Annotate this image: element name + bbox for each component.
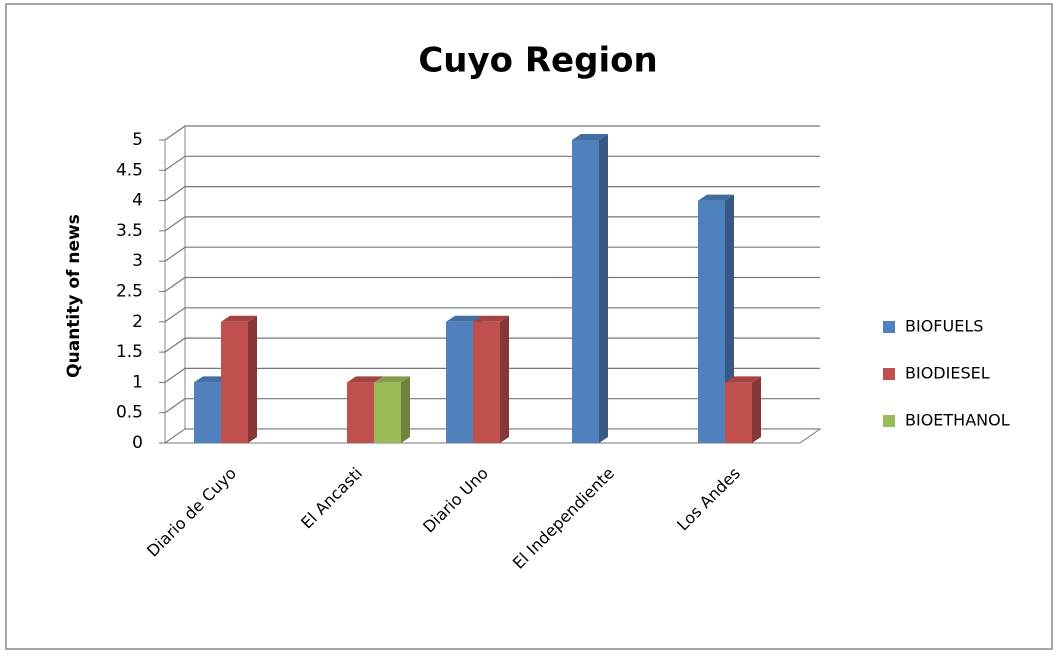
bar-top — [473, 315, 509, 322]
y-tick-label: 5 — [132, 130, 143, 150]
bar-top — [374, 376, 410, 383]
bar-front — [347, 382, 374, 443]
grid-line — [164, 398, 820, 414]
bar — [221, 315, 257, 443]
grid-line — [164, 216, 820, 232]
grid-line — [164, 337, 820, 353]
bar-top — [725, 376, 761, 383]
legend-label: BIODIESEL — [905, 364, 990, 383]
y-tick-label: 4.5 — [116, 160, 143, 180]
bar-top — [572, 134, 608, 140]
chart-border — [5, 3, 1053, 650]
bar-side — [401, 376, 410, 443]
bar-front — [725, 382, 752, 443]
bar-side — [599, 134, 608, 443]
grid-line — [164, 276, 820, 292]
bar-front — [221, 321, 248, 443]
bar — [374, 376, 410, 443]
grid-line — [164, 307, 820, 323]
legend-swatch — [883, 415, 895, 427]
chart-title: Cuyo Region — [418, 41, 657, 81]
legend-label: BIOFUELS — [905, 317, 983, 336]
bar — [473, 315, 509, 443]
y-tick-label: 4 — [132, 191, 143, 211]
legend-label: BIOETHANOL — [905, 411, 1010, 430]
bar-front — [194, 382, 221, 443]
y-tick-label: 0.5 — [116, 403, 143, 423]
legend-swatch — [883, 321, 895, 333]
y-tick-label: 0 — [132, 433, 143, 453]
bar-front — [698, 200, 725, 443]
bar-side — [500, 315, 509, 443]
y-tick-label: 2 — [132, 312, 143, 332]
grid-line — [164, 125, 820, 141]
y-tick-label: 2.5 — [116, 282, 143, 302]
bar — [725, 376, 761, 443]
y-tick-label: 1 — [132, 372, 143, 392]
y-tick-label: 3 — [132, 251, 143, 271]
bar-top — [347, 376, 383, 383]
bar-side — [248, 315, 257, 443]
bar-front — [446, 321, 473, 443]
bar — [572, 134, 608, 443]
bar-top — [446, 315, 482, 322]
grid-line — [164, 186, 820, 202]
bar-front — [572, 140, 599, 443]
bar-front — [374, 382, 401, 443]
grid-line — [164, 367, 820, 383]
bar-top — [698, 194, 734, 201]
bar-side — [752, 376, 761, 443]
bar-front — [473, 321, 500, 443]
grid-line — [164, 155, 820, 171]
y-axis-title: Quantity of news — [64, 214, 84, 378]
y-tick-label: 1.5 — [116, 342, 143, 362]
y-tick-label: 3.5 — [116, 221, 143, 241]
grid-line — [164, 246, 820, 262]
bar-top — [221, 315, 257, 322]
legend-swatch — [883, 368, 895, 380]
